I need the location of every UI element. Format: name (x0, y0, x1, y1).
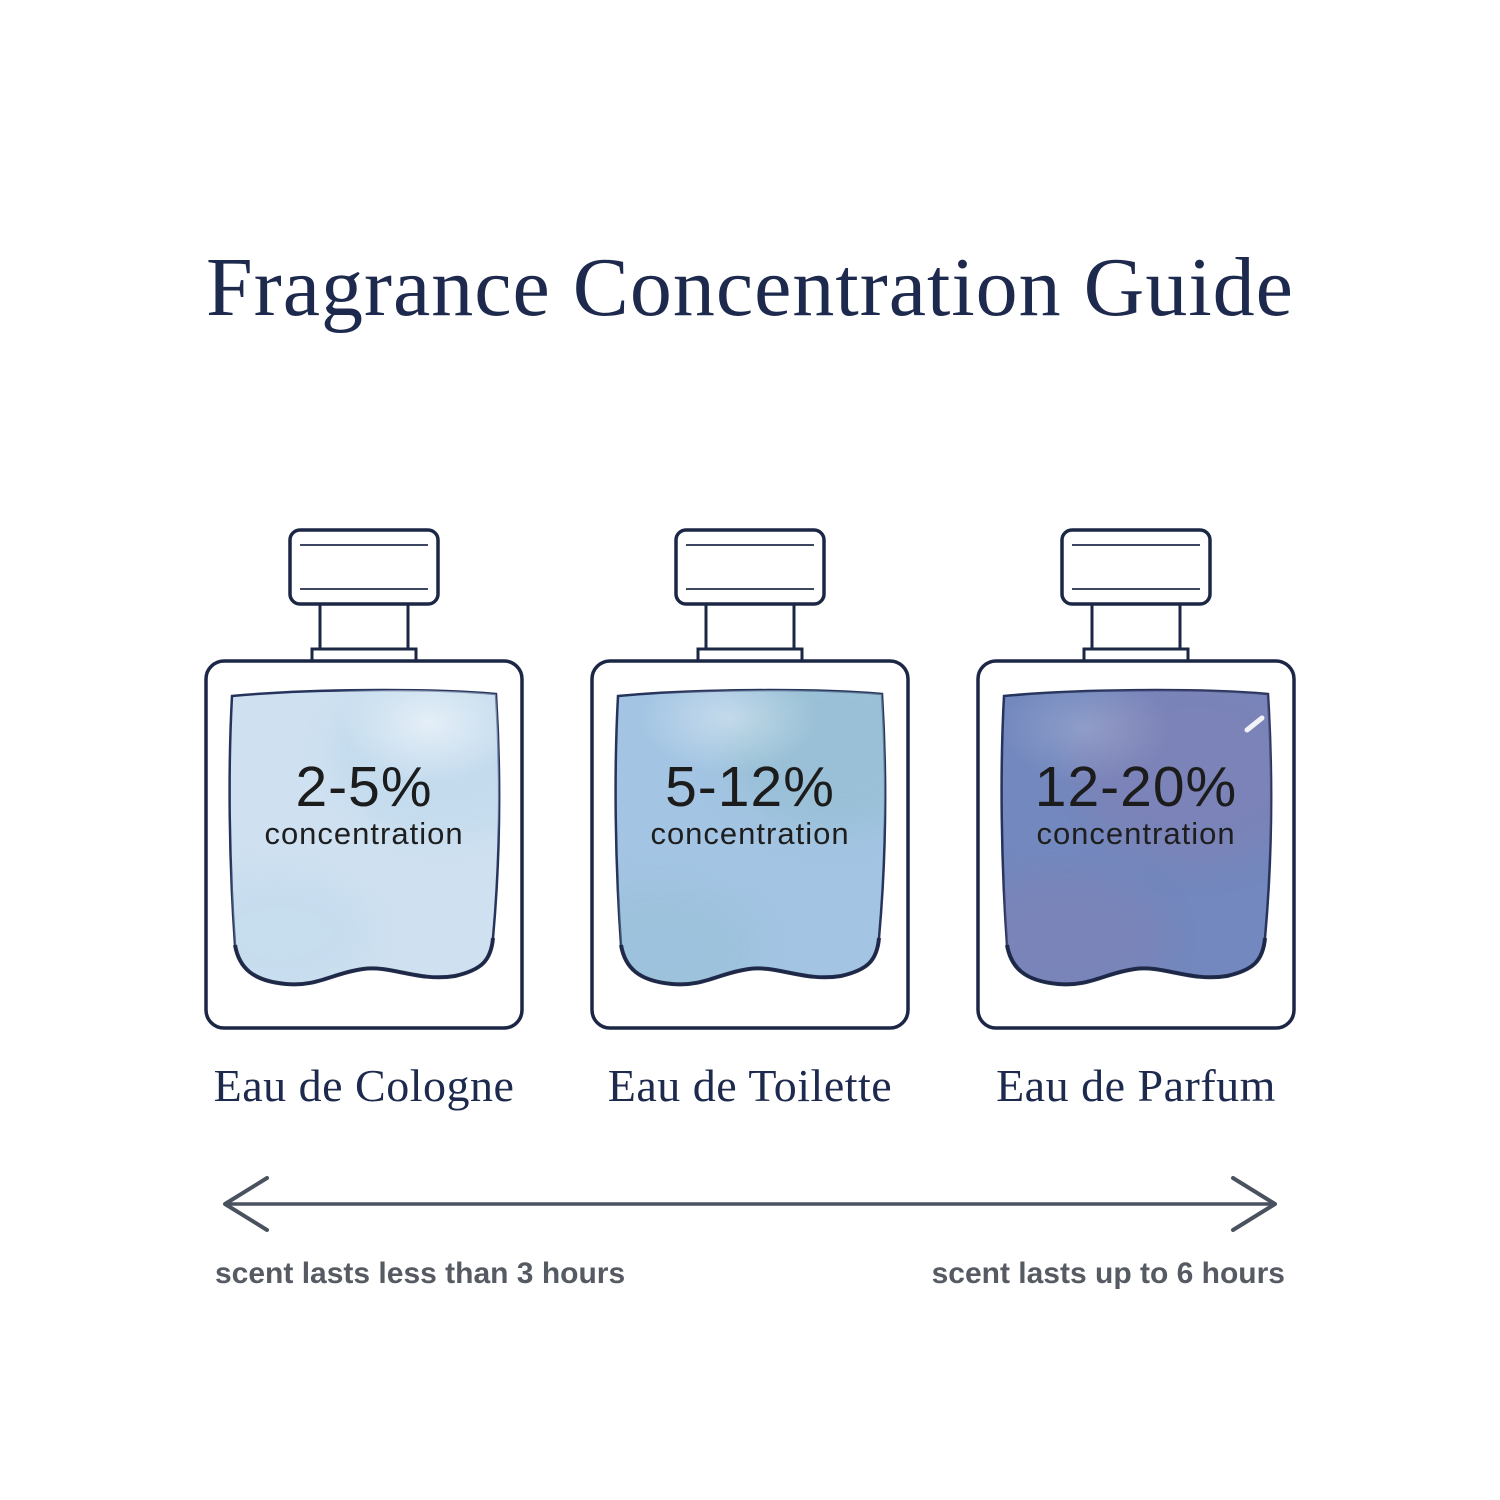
bottle-cap (1060, 528, 1212, 606)
bottle-cap-detail-lines (300, 544, 428, 590)
duration-left-label: scent lasts less than 3 hours (215, 1257, 626, 1290)
liquid-surface-line (619, 937, 881, 987)
concentration-percent: 5-12% (665, 755, 835, 819)
bottle-cap-detail-lines (1072, 544, 1200, 590)
glass-highlight-slash (1244, 715, 1265, 733)
bottle-name-label: Eau de Toilette (607, 1060, 893, 1111)
perfume-bottle-illustration: 2-5% concentration (204, 528, 524, 1030)
bottle-eau-de-cologne: 2-5% concentration Eau de Cologne (194, 518, 534, 1112)
bottle-row: 2-5% concentration Eau de Cologne (0, 518, 1500, 1112)
liquid-surface-line (1005, 937, 1267, 987)
bottle-neck-flange (1082, 647, 1190, 663)
duration-right-label: scent lasts up to 6 hours (931, 1257, 1285, 1290)
bottle-neck (1090, 604, 1182, 649)
bottle-name-label: Eau de Cologne (213, 1060, 515, 1111)
concentration-percent: 2-5% (295, 755, 432, 819)
bottle-cap-detail-lines (686, 544, 814, 590)
perfume-bottle-illustration: 5-12% concentration (590, 528, 910, 1030)
bottle-eau-de-parfum: 12-20% concentration Eau de Parfum (966, 518, 1306, 1112)
concentration-label: concentration (650, 816, 849, 851)
bottle-neck (318, 604, 410, 649)
bottle-neck-flange (310, 647, 418, 663)
arrowhead-right-icon (1231, 1176, 1277, 1232)
concentration-percent: 12-20% (1035, 755, 1237, 819)
duration-arrow (223, 1176, 1277, 1232)
bottle-eau-de-toilette: 5-12% concentration Eau de Toilette (580, 518, 920, 1112)
duration-labels: scent lasts less than 3 hours scent last… (215, 1257, 1285, 1291)
arrowhead-left-icon (223, 1176, 269, 1232)
concentration-label: concentration (264, 816, 463, 851)
bottle-neck-flange (696, 647, 804, 663)
page-title: Fragrance Concentration Guide (206, 241, 1294, 334)
duration-timeline: scent lasts less than 3 hours scent last… (215, 1172, 1285, 1291)
concentration-label: concentration (1036, 816, 1235, 851)
bottle-neck (704, 604, 796, 649)
bottle-name-label: Eau de Parfum (996, 1060, 1276, 1111)
perfume-bottle-illustration: 12-20% concentration (976, 528, 1296, 1030)
bottle-cap (674, 528, 826, 606)
liquid-surface-line (233, 937, 495, 987)
bottle-cap (288, 528, 440, 606)
